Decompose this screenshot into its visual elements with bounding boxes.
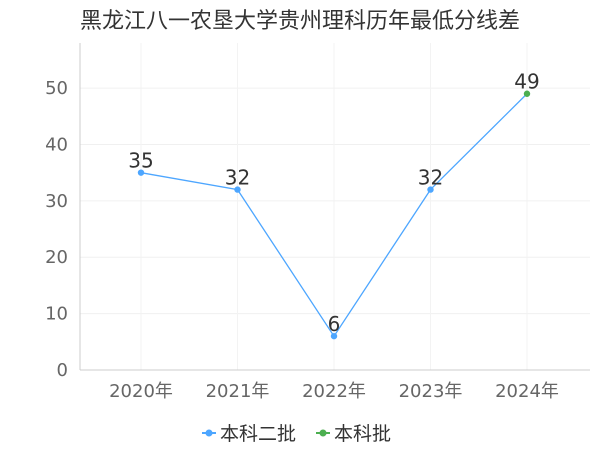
data-label: 32 <box>418 166 443 190</box>
grid <box>80 43 590 370</box>
data-point[interactable] <box>137 169 145 176</box>
x-tick-label: 2020年 <box>109 381 173 402</box>
data-label: 35 <box>128 149 153 173</box>
data-label: 6 <box>328 312 341 336</box>
data-labels: 35 32 6 32 49 <box>128 70 539 336</box>
data-label: 49 <box>514 70 539 94</box>
data-points <box>137 90 531 340</box>
x-axis-ticks: 2020年 2021年 2022年 2023年 2024年 <box>109 381 559 402</box>
legend-dot-marker <box>319 429 327 437</box>
series-connector-line <box>430 93 528 191</box>
legend-label: 本科批 <box>334 423 391 445</box>
x-tick-label: 2023年 <box>399 381 463 402</box>
axes <box>79 43 590 371</box>
y-tick-label: 30 <box>45 191 68 212</box>
series-lines <box>140 93 528 338</box>
series-line-0 <box>140 172 432 338</box>
legend[interactable]: 本科二批 本科批 <box>202 423 391 445</box>
data-point[interactable] <box>427 186 434 193</box>
legend-item[interactable]: 本科二批 <box>202 423 296 445</box>
legend-label: 本科二批 <box>220 423 296 445</box>
data-point[interactable] <box>523 90 531 97</box>
legend-item[interactable]: 本科批 <box>316 423 391 445</box>
y-tick-label: 10 <box>45 304 68 325</box>
y-tick-label: 20 <box>45 247 68 268</box>
y-tick-label: 40 <box>45 134 68 155</box>
x-tick-label: 2021年 <box>206 381 270 402</box>
legend-dot-marker <box>205 429 213 437</box>
data-point[interactable] <box>234 186 241 193</box>
data-point[interactable] <box>330 332 338 340</box>
y-axis-ticks: 0 10 20 30 40 50 <box>45 78 68 381</box>
x-tick-label: 2022年 <box>302 381 366 402</box>
y-tick-label: 0 <box>57 360 68 381</box>
chart-title: 黑龙江八一农垦大学贵州理科历年最低分线差 <box>80 9 520 34</box>
y-tick-label: 50 <box>45 78 68 99</box>
x-tick-label: 2024年 <box>495 381 559 402</box>
data-label: 32 <box>225 166 250 190</box>
